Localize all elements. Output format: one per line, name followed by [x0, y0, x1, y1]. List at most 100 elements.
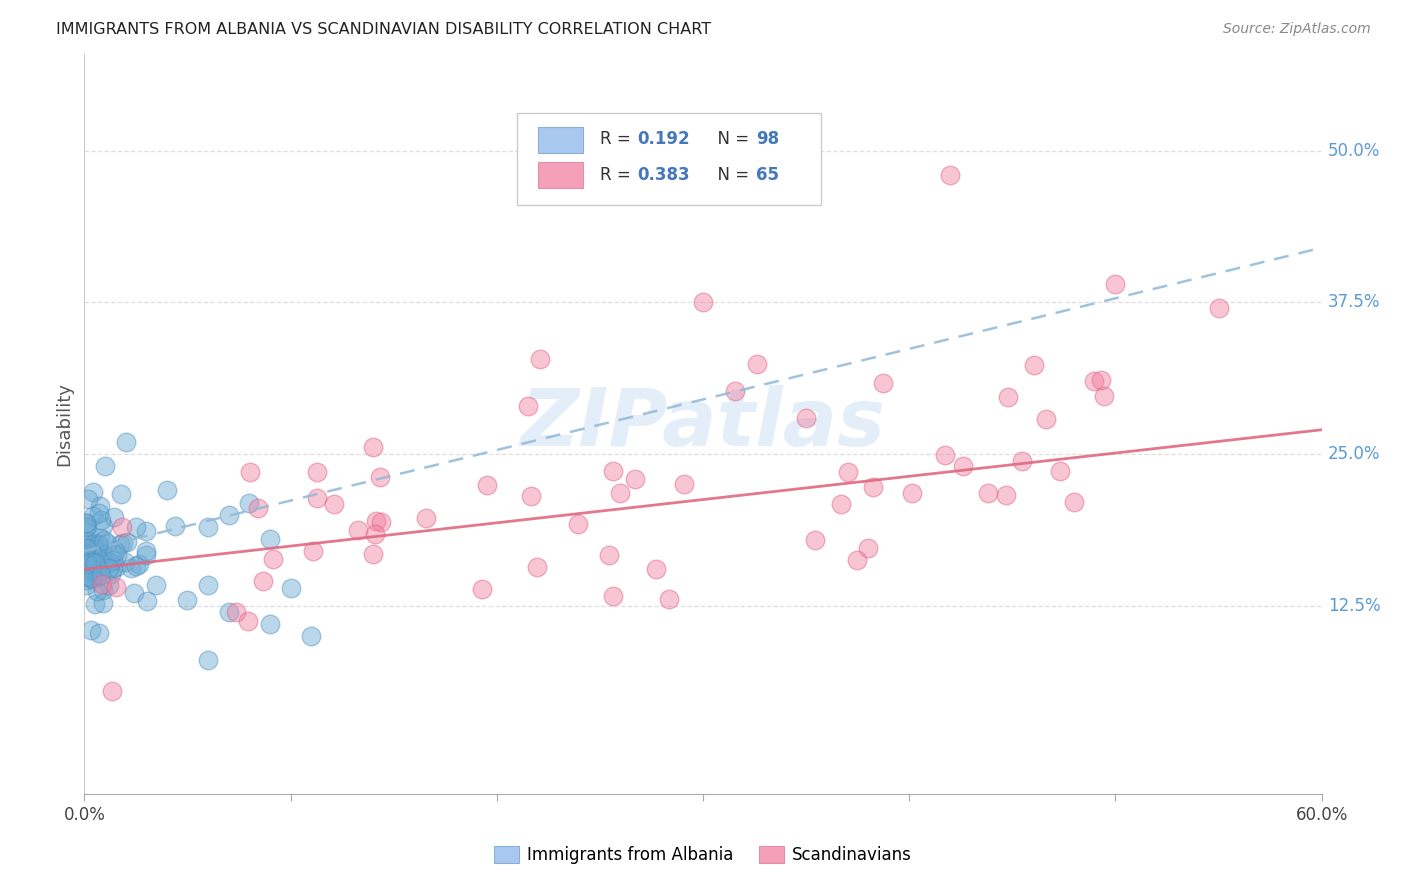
Point: [91, 518, 114, 533]
Point: [856, 541, 879, 555]
Point: [77, 570, 100, 584]
Point: [114, 555, 136, 569]
Point: [305, 491, 328, 505]
Point: [477, 477, 499, 491]
Point: [77, 566, 100, 580]
Point: [87, 569, 110, 583]
FancyBboxPatch shape: [517, 112, 821, 205]
Point: [104, 559, 127, 574]
Point: [692, 295, 714, 310]
Point: [125, 520, 148, 534]
Point: [122, 586, 145, 600]
Point: [76, 551, 98, 566]
Point: [364, 527, 387, 541]
Point: [471, 582, 494, 597]
Point: [602, 589, 624, 603]
Point: [97, 578, 120, 592]
Text: 0.192: 0.192: [637, 130, 690, 148]
Point: [75, 534, 97, 549]
FancyBboxPatch shape: [538, 162, 583, 188]
Point: [84, 597, 107, 611]
Point: [75, 534, 97, 549]
Point: [87, 506, 110, 520]
Point: [934, 448, 956, 462]
Text: IMMIGRANTS FROM ALBANIA VS SCANDINAVIAN DISABILITY CORRELATION CHART: IMMIGRANTS FROM ALBANIA VS SCANDINAVIAN …: [56, 22, 711, 37]
Point: [247, 500, 270, 515]
Point: [76, 519, 98, 533]
Point: [673, 477, 696, 491]
Point: [75, 520, 97, 534]
Point: [104, 544, 127, 558]
Point: [91, 547, 114, 561]
Point: [84, 554, 107, 568]
Legend: Immigrants from Albania, Scandinavians: Immigrants from Albania, Scandinavians: [488, 839, 918, 871]
Point: [89, 531, 111, 545]
Point: [110, 487, 132, 501]
Y-axis label: Disability: Disability: [55, 382, 73, 466]
Point: [136, 593, 159, 607]
Point: [89, 625, 111, 640]
Text: N =: N =: [707, 130, 754, 148]
Point: [259, 617, 281, 632]
Point: [900, 486, 922, 500]
Point: [101, 553, 124, 567]
Point: [977, 485, 1000, 500]
Point: [346, 524, 368, 538]
Point: [101, 560, 124, 574]
Point: [280, 581, 302, 595]
Point: [93, 595, 115, 609]
Text: R =: R =: [600, 166, 637, 184]
Point: [644, 562, 666, 576]
Point: [100, 567, 122, 582]
Point: [75, 548, 97, 562]
Point: [197, 578, 219, 592]
Text: 25.0%: 25.0%: [1327, 445, 1381, 463]
Point: [75, 516, 97, 531]
Point: [86, 584, 108, 599]
Point: [128, 557, 150, 571]
Point: [94, 459, 117, 474]
Point: [1024, 358, 1046, 372]
Point: [120, 560, 142, 574]
Point: [112, 536, 135, 550]
Text: N =: N =: [707, 166, 754, 184]
Point: [83, 537, 105, 551]
Point: [75, 578, 97, 592]
Point: [1208, 301, 1230, 316]
Text: 98: 98: [756, 130, 779, 148]
Text: 12.5%: 12.5%: [1327, 597, 1381, 615]
Point: [79, 555, 101, 569]
Point: [79, 546, 101, 560]
Point: [80, 545, 103, 559]
Point: [84, 542, 107, 557]
Point: [103, 509, 125, 524]
Point: [83, 556, 105, 570]
Point: [845, 553, 868, 567]
FancyBboxPatch shape: [538, 127, 583, 153]
Point: [323, 497, 346, 511]
Point: [98, 561, 121, 575]
Point: [90, 513, 112, 527]
Point: [1083, 374, 1105, 388]
Point: [108, 537, 131, 551]
Point: [218, 508, 240, 522]
Point: [658, 591, 681, 606]
Point: [1063, 495, 1085, 509]
Point: [75, 553, 97, 567]
Point: [93, 533, 115, 548]
Point: [252, 574, 274, 589]
Point: [75, 574, 97, 588]
Point: [82, 572, 104, 586]
Point: [77, 541, 100, 555]
Point: [609, 485, 631, 500]
Point: [239, 466, 262, 480]
Point: [77, 492, 100, 507]
Text: 0.383: 0.383: [637, 166, 690, 184]
Point: [724, 384, 747, 398]
Point: [111, 520, 134, 534]
Point: [87, 537, 110, 551]
Point: [80, 623, 103, 637]
Point: [91, 549, 114, 563]
Point: [98, 555, 121, 569]
Point: [364, 514, 387, 528]
